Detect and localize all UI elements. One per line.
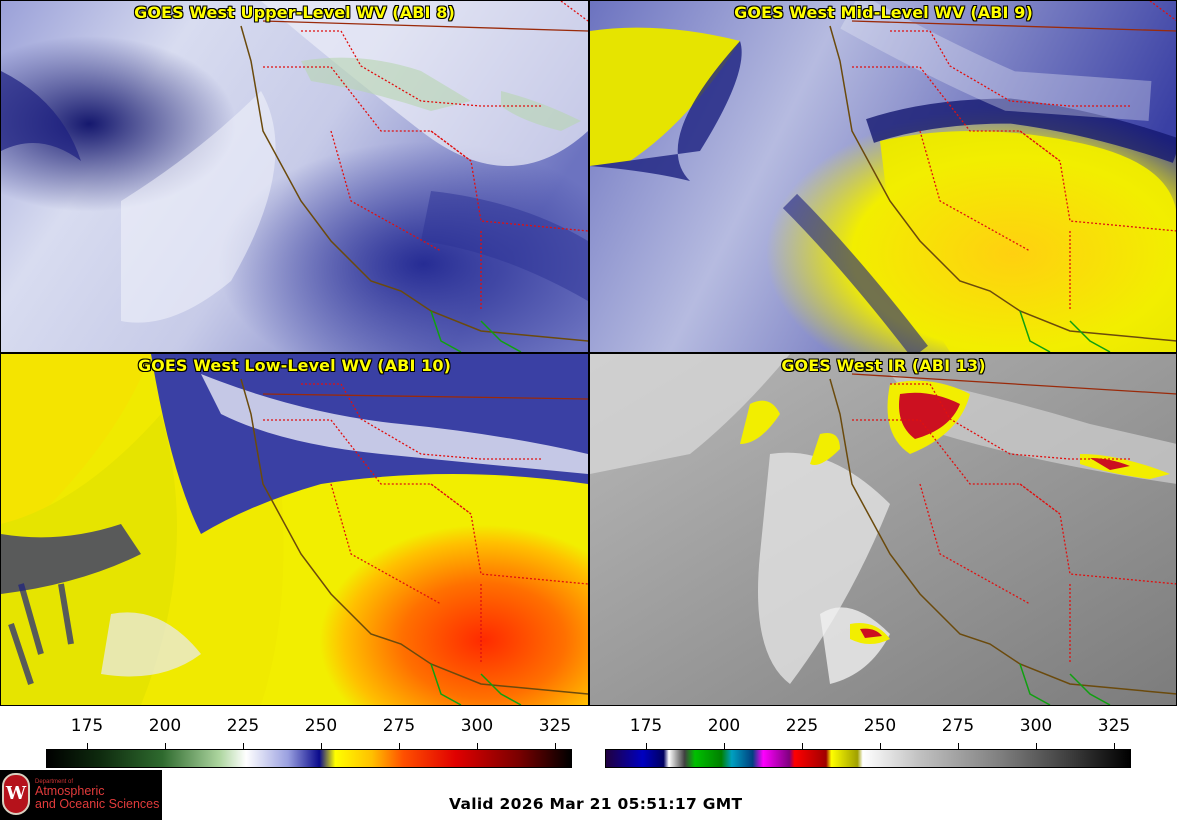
tick-label: 225 xyxy=(226,716,260,736)
tick-label: 250 xyxy=(304,716,338,736)
wv-colorbar-ticks: 175 200 225 250 275 300 325 xyxy=(46,716,572,752)
tick-label: 250 xyxy=(863,716,897,736)
uw-seal-icon: W xyxy=(2,773,30,815)
tick-label: 200 xyxy=(707,716,741,736)
logo-line-1: Atmospheric xyxy=(35,784,105,798)
tick-mark xyxy=(87,743,88,749)
wv-colorbar xyxy=(46,749,572,768)
ir-colorbar xyxy=(605,749,1131,768)
uw-aos-logo: W Department of Atmospheric and Oceanic … xyxy=(0,770,162,820)
valid-time: Valid 2026 Mar 21 05:51:17 GMT xyxy=(449,795,743,813)
tick-mark xyxy=(724,743,725,749)
tick-mark xyxy=(477,743,478,749)
tick-mark xyxy=(646,743,647,749)
tick-mark xyxy=(958,743,959,749)
upper-level-wv-panel: GOES West Upper-Level WV (ABI 8) xyxy=(1,1,588,352)
tick-label: 175 xyxy=(70,716,104,736)
tick-mark xyxy=(1114,743,1115,749)
tick-label: 275 xyxy=(941,716,975,736)
tick-mark xyxy=(555,743,556,749)
tick-label: 200 xyxy=(148,716,182,736)
logo-department: Department of xyxy=(35,779,74,785)
tick-label: 325 xyxy=(1097,716,1131,736)
ir-panel: GOES West IR (ABI 13) xyxy=(590,354,1177,705)
ir-image xyxy=(590,354,1177,705)
tick-mark xyxy=(321,743,322,749)
tick-label: 225 xyxy=(785,716,819,736)
upper-level-wv-image xyxy=(1,1,588,352)
mid-level-wv-image xyxy=(590,1,1177,352)
tick-mark xyxy=(880,743,881,749)
tick-mark xyxy=(1036,743,1037,749)
tick-label: 325 xyxy=(538,716,572,736)
tick-mark xyxy=(243,743,244,749)
tick-label: 300 xyxy=(1019,716,1053,736)
panel-title: GOES West Mid-Level WV (ABI 9) xyxy=(734,3,1033,22)
panel-title: GOES West Upper-Level WV (ABI 8) xyxy=(134,3,455,22)
tick-mark xyxy=(165,743,166,749)
low-level-wv-image xyxy=(1,354,588,705)
panel-divider-horizontal xyxy=(0,352,1177,354)
tick-label: 175 xyxy=(629,716,663,736)
logo-line-2: and Oceanic Sciences xyxy=(35,797,160,811)
ir-colorbar-ticks: 175 200 225 250 275 300 325 xyxy=(605,716,1131,752)
panel-title: GOES West Low-Level WV (ABI 10) xyxy=(137,356,452,375)
low-level-wv-panel: GOES West Low-Level WV (ABI 10) xyxy=(1,354,588,705)
tick-mark xyxy=(802,743,803,749)
mid-level-wv-panel: GOES West Mid-Level WV (ABI 9) xyxy=(590,1,1177,352)
tick-mark xyxy=(399,743,400,749)
tick-label: 275 xyxy=(382,716,416,736)
panel-title: GOES West IR (ABI 13) xyxy=(781,356,986,375)
tick-label: 300 xyxy=(460,716,494,736)
